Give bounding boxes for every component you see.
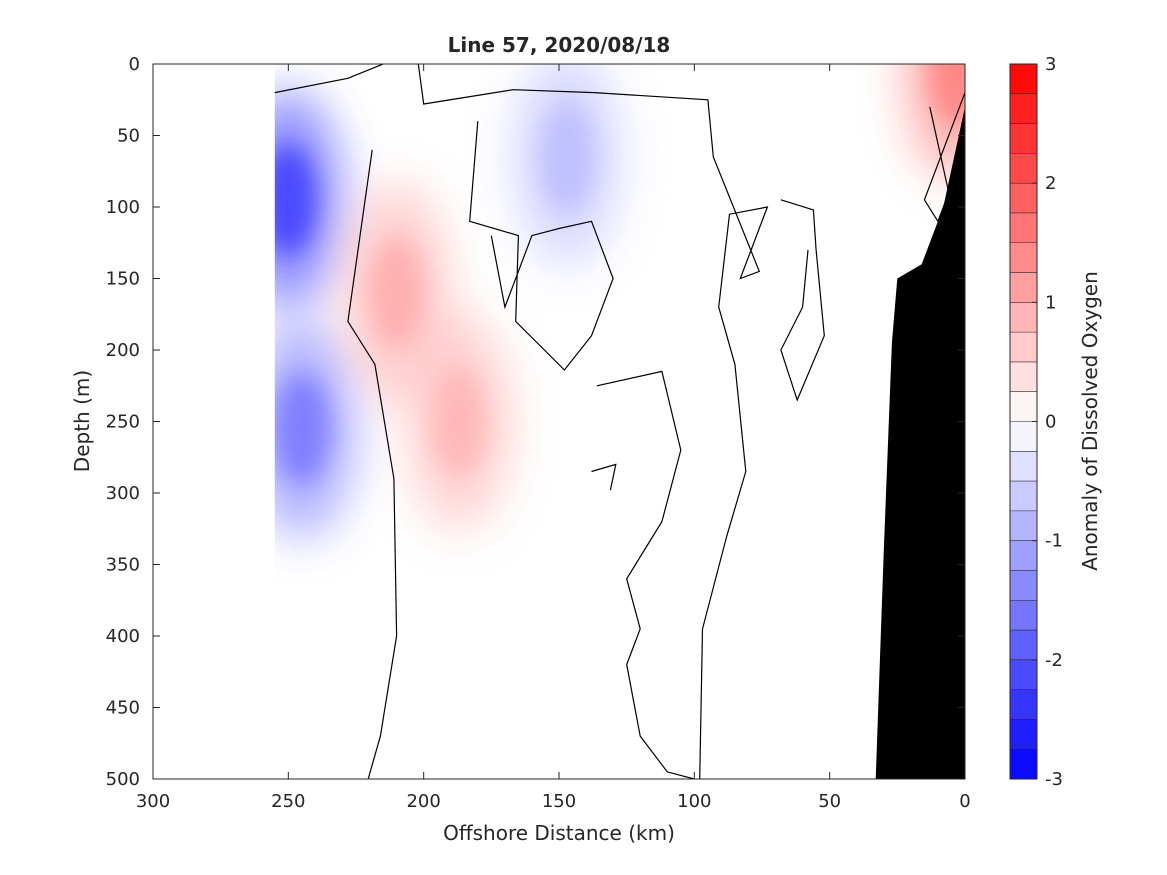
colorbar-level: [1010, 540, 1037, 571]
colorbar-label: Anomaly of Dissolved Oxygen: [1078, 271, 1102, 571]
colorbar-level: [1010, 302, 1037, 333]
y-axis-ticks: 0 50 100 150 200 250 300 350 400 450 500: [106, 54, 965, 790]
colorbar-tick-label: 3: [1045, 54, 1056, 75]
anomaly-max-upper: [341, 182, 452, 403]
zero-contour-5: [591, 463, 617, 491]
chart-title: Line 57, 2020/08/18: [448, 33, 671, 57]
zero-contour-1: [347, 149, 398, 779]
colorbar-level: [1010, 361, 1037, 393]
colorbar-level: [1010, 64, 1037, 95]
colorbar-level: [1010, 749, 1037, 780]
anomaly-min-upper: [512, 64, 623, 267]
y-tick-label: 500: [106, 769, 140, 790]
no-data-region: [153, 64, 275, 779]
colorbar-level: [1010, 391, 1037, 422]
y-tick-label: 450: [106, 698, 140, 719]
colorbar-level: [1010, 570, 1037, 601]
x-tick-label: 300: [136, 791, 170, 812]
plot-area: 300 250 200 150 100 50 0 050100150200250300350…: [106, 54, 971, 812]
colorbar-tick-label: -1: [1045, 531, 1063, 552]
colorbar-level: [1010, 421, 1037, 452]
colorbar-level: [1010, 272, 1037, 303]
zero-contours: [274, 64, 965, 779]
x-tick-label: 200: [406, 791, 440, 812]
x-tick-label: 50: [818, 791, 841, 812]
colorbar-level: [1010, 451, 1037, 482]
seafloor-mask: [875, 106, 965, 779]
y-tick-label: 250: [106, 412, 140, 433]
y-tick-label: 350: [106, 555, 140, 576]
colorbar-level: [1010, 242, 1037, 274]
anomaly-field: [153, 64, 965, 779]
x-tick-label: 0: [959, 791, 970, 812]
colorbar-level: [1010, 93, 1037, 125]
colorbar-tick-label: 0: [1045, 412, 1056, 433]
x-axis-ticks: 300 250 200 150 100 50 0: [136, 64, 971, 812]
colorbar-level: [1010, 332, 1037, 363]
colorbar-level: [1010, 659, 1037, 691]
colorbar-level: [1010, 510, 1037, 542]
colorbar-level: [1010, 481, 1037, 512]
colorbar-level: [1010, 153, 1037, 184]
zero-contour-6: [780, 199, 825, 402]
colorbar-level: [1010, 719, 1037, 750]
colorbar-level: [1010, 212, 1037, 244]
x-tick-label: 250: [271, 791, 305, 812]
y-tick-label: 0: [129, 54, 140, 75]
colorbar-tick-label: 2: [1045, 173, 1056, 194]
colorbar-level: [1010, 689, 1037, 720]
y-tick-label: 400: [106, 626, 140, 647]
y-axis-label: Depth (m): [70, 370, 94, 472]
colorbar-tick-label: -3: [1045, 769, 1063, 790]
x-axis-label: Offshore Distance (km): [443, 821, 675, 845]
colorbar-ticks: -3 -2 -1 0 1 2 3: [1032, 54, 1063, 790]
zero-contour-0: [274, 64, 384, 94]
zero-contour-3: [469, 121, 614, 371]
colorbar: [1010, 63, 1037, 780]
colorbar-tick-label: 1: [1045, 292, 1056, 313]
colorbar-level: [1010, 600, 1037, 631]
colorbar-level: [1010, 183, 1037, 214]
y-tick-label: 150: [106, 269, 140, 290]
y-tick-label: 100: [106, 197, 140, 218]
y-tick-label: 50: [117, 126, 140, 147]
x-tick-label: 100: [677, 791, 711, 812]
colorbar-tick-label: -2: [1045, 650, 1063, 671]
colorbar-level: [1010, 123, 1037, 154]
zero-contour-4: [596, 370, 695, 779]
x-tick-label: 150: [542, 791, 576, 812]
zero-contour-2: [417, 64, 769, 779]
y-tick-label: 200: [106, 340, 140, 361]
y-tick-label: 300: [106, 483, 140, 504]
colorbar-level: [1010, 630, 1037, 661]
